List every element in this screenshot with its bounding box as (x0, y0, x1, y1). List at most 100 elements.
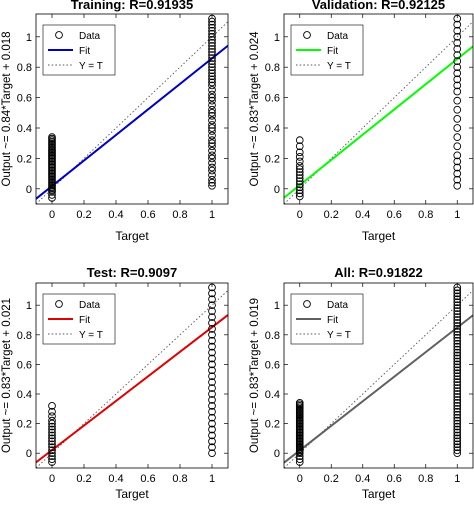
data-point (453, 333, 462, 342)
data-point (208, 39, 216, 47)
data-point (208, 154, 216, 163)
axes-frame (283, 13, 474, 205)
data-point (453, 360, 462, 369)
data-point (208, 131, 216, 140)
data-point (48, 191, 56, 199)
data-point (453, 422, 462, 431)
data-point (453, 366, 462, 375)
y-tick-label: 0.6 (17, 359, 32, 371)
data-point (208, 175, 216, 184)
x-tick-label: 0.2 (76, 209, 91, 221)
data-point (453, 342, 462, 351)
y-tick-label: 0.2 (265, 419, 280, 431)
data-point (453, 81, 462, 90)
regression-panel-2: Validation: R=0.92125 0 0 0.2 0.2 0.4 0.4 0.6 0.… (249, 0, 474, 243)
data-point (48, 419, 56, 428)
data-point (295, 399, 304, 407)
data-point (453, 292, 462, 301)
data-point (48, 425, 56, 434)
data-point (295, 157, 304, 166)
data-point (453, 20, 462, 29)
data-point (453, 330, 462, 339)
data-point (48, 416, 56, 425)
data-point (208, 146, 216, 155)
data-point (453, 381, 462, 389)
data-point (48, 455, 56, 463)
data-point (295, 171, 304, 179)
data-point (208, 384, 216, 392)
data-point (453, 298, 462, 307)
data-point (453, 322, 462, 330)
data-point (208, 336, 216, 345)
data-point (453, 399, 462, 407)
legend-label: Data (327, 31, 349, 42)
data-point (208, 319, 216, 327)
data-point (208, 75, 216, 84)
data-point (453, 434, 462, 443)
data-point (208, 105, 216, 114)
data-point (208, 163, 216, 172)
x-tick-label: 0.8 (418, 209, 433, 221)
data-point (453, 45, 462, 53)
data-point (48, 443, 56, 452)
legend-marker-data (303, 300, 311, 308)
data-point (208, 166, 216, 175)
legend-label: Data (327, 300, 349, 311)
data-point (208, 101, 216, 110)
data-point (453, 163, 462, 172)
data-point (295, 174, 304, 183)
data-point (48, 431, 56, 440)
x-axis-label: Target (362, 229, 396, 243)
data-point (453, 428, 462, 437)
axes-frame (35, 282, 229, 469)
data-point (208, 17, 216, 26)
legend-marker-data (303, 31, 311, 39)
data-point (453, 301, 462, 310)
data-point (453, 310, 462, 318)
y-tick-label: 0.4 (17, 389, 32, 401)
data-point (453, 87, 462, 96)
data-point (453, 133, 462, 141)
legend: Data Fit Y = T (290, 24, 364, 76)
y-tick-label: 1 (26, 32, 32, 44)
data-point (208, 93, 216, 102)
x-tick-label: 0.2 (324, 473, 339, 485)
data-point (208, 348, 216, 357)
data-point (208, 289, 216, 298)
data-point (453, 419, 462, 428)
data-point (295, 153, 304, 161)
data-point (453, 404, 462, 413)
y-tick-label: 0.8 (265, 330, 280, 342)
data-point (48, 133, 56, 141)
data-point (208, 69, 216, 78)
data-point (208, 72, 216, 81)
legend-label: Y = T (79, 61, 103, 72)
data-point (208, 111, 216, 120)
x-tick-label: 0.6 (140, 209, 155, 221)
fit-line (36, 44, 228, 200)
chart-title: Validation: R=0.92125 (312, 0, 445, 12)
data-point (208, 45, 216, 53)
data-point (295, 192, 304, 201)
data-point (453, 348, 462, 357)
identity-line (284, 21, 473, 204)
data-point (453, 327, 462, 336)
y-axis-label: Output ~= 0.83*Target + 0.024 (249, 31, 261, 187)
data-point (453, 363, 462, 372)
x-axis-label: Target (362, 487, 396, 501)
x-tick-label: 0.8 (172, 473, 187, 485)
legend: Data Fit Y = T (42, 24, 116, 76)
data-point (453, 307, 462, 315)
data-point (453, 319, 462, 327)
data-point (295, 136, 304, 145)
x-tick-label: 0.8 (418, 473, 433, 485)
legend: Data Fit Y = T (290, 293, 364, 345)
data-point (453, 449, 462, 458)
data-point (208, 90, 216, 99)
fit-line (284, 45, 473, 199)
x-tick-label: 0.4 (108, 473, 123, 485)
data-point (48, 422, 56, 431)
y-tick-label: 1 (26, 300, 32, 312)
data-point (453, 443, 462, 452)
